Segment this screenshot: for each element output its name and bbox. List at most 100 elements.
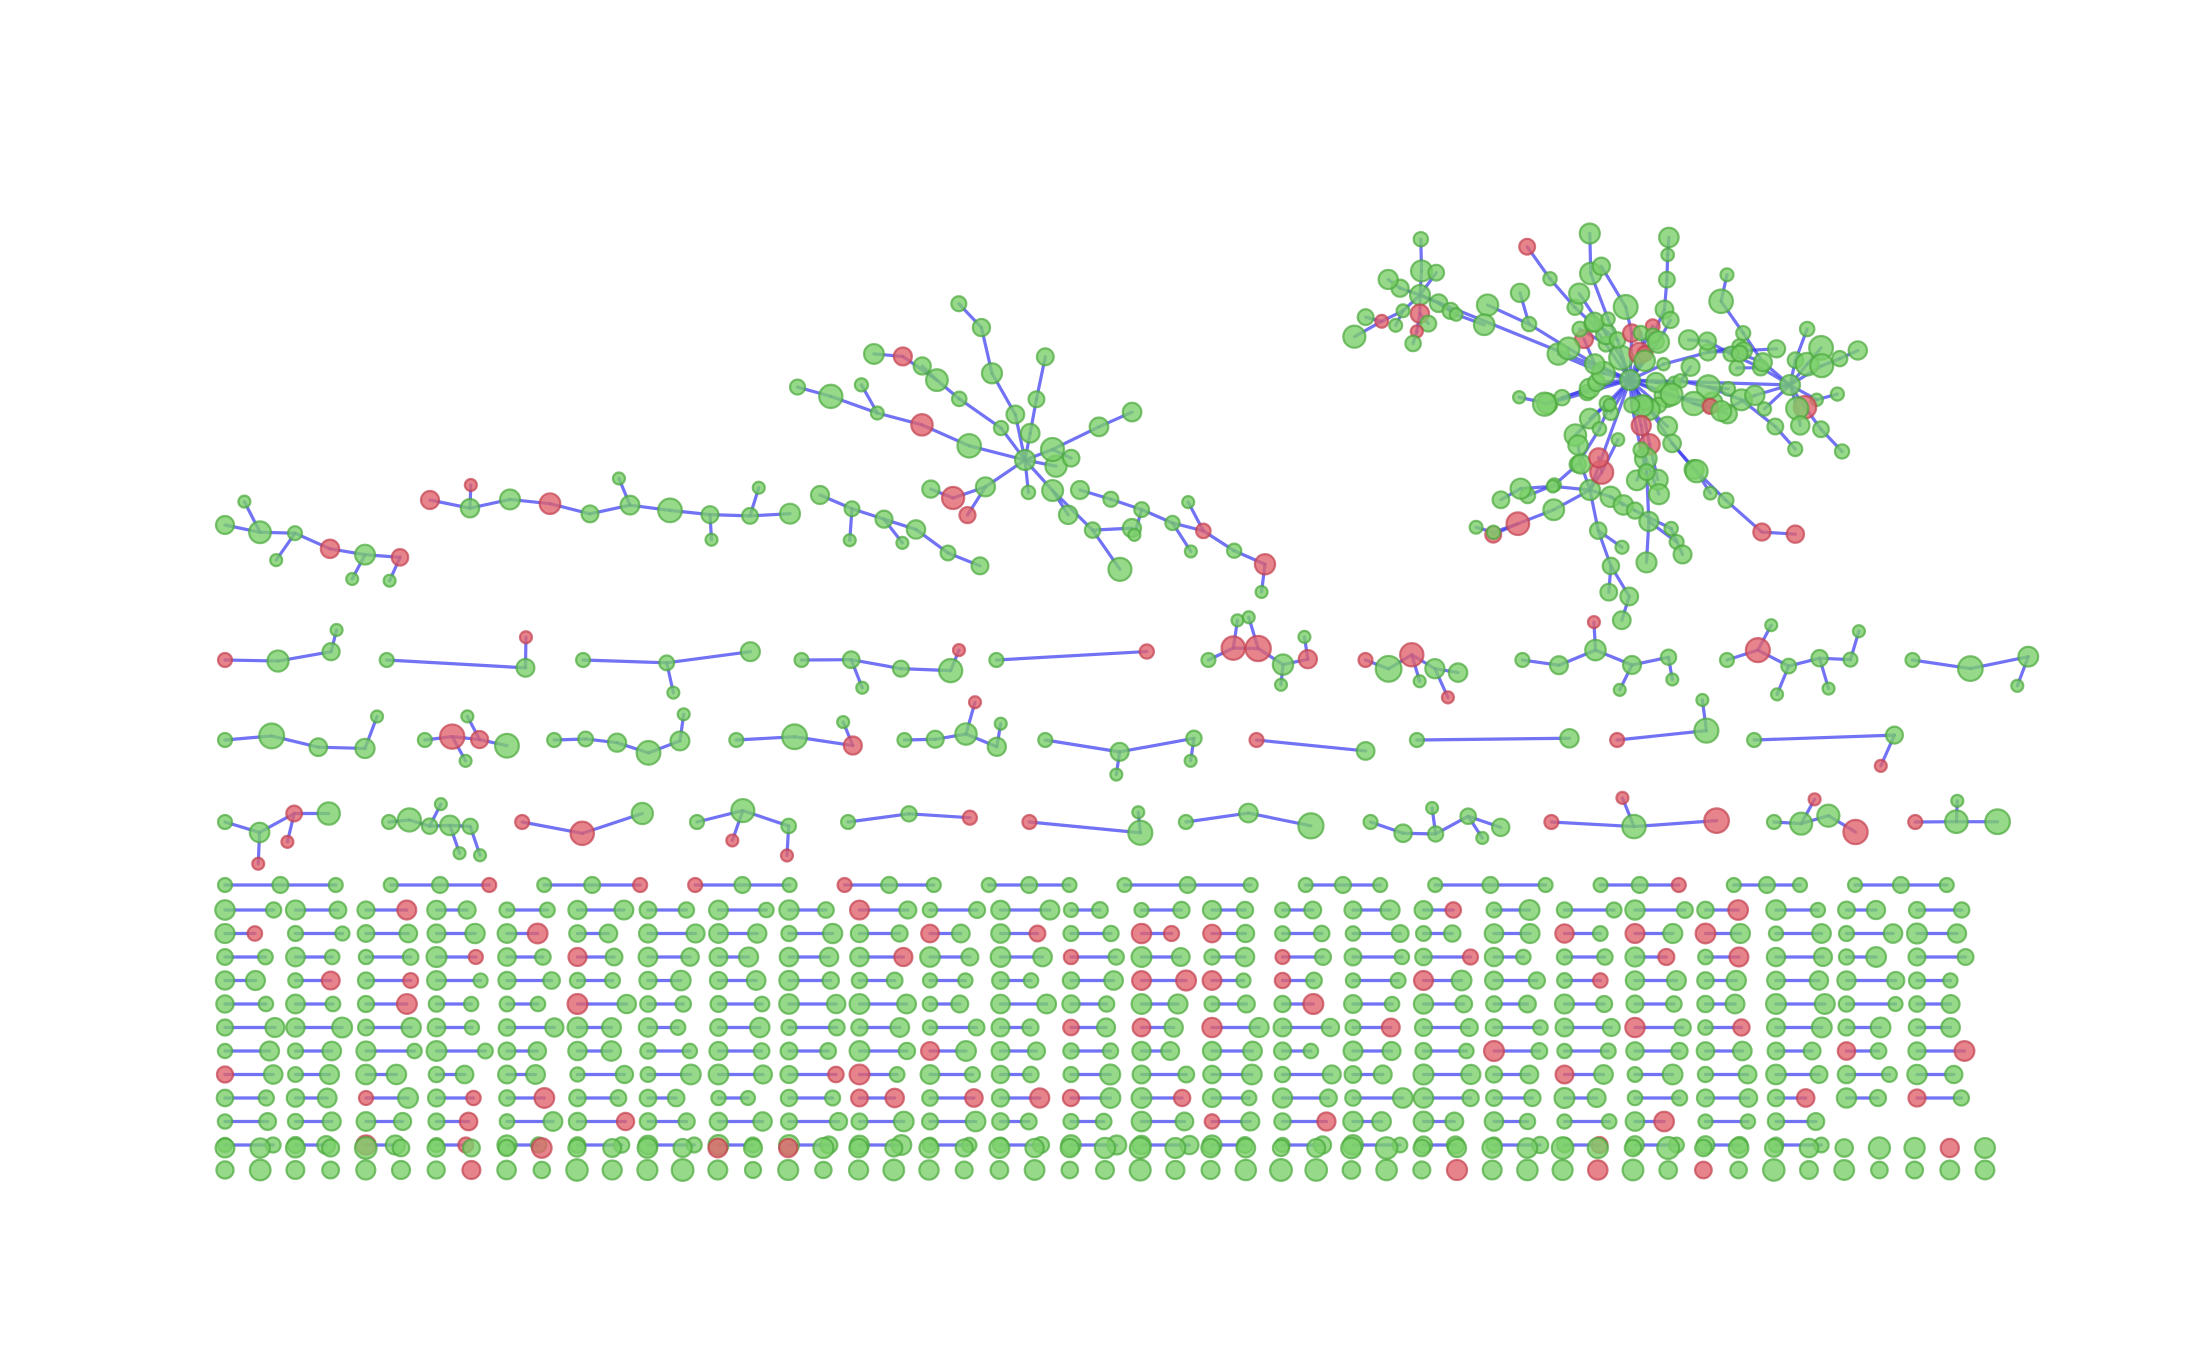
graph-node bbox=[853, 377, 870, 393]
graph-node-highlighted bbox=[1554, 923, 1575, 944]
graph-edge bbox=[907, 812, 972, 820]
graph-node bbox=[1060, 1160, 1080, 1180]
graph-node bbox=[1490, 817, 1511, 838]
graph-node bbox=[1799, 1160, 1819, 1180]
graph-node bbox=[988, 1136, 1011, 1160]
graph-node-highlighted bbox=[1732, 1018, 1751, 1037]
graph-node bbox=[752, 1111, 773, 1132]
graph-node bbox=[1391, 1087, 1414, 1109]
graph-node bbox=[427, 1112, 446, 1131]
graph-node bbox=[638, 970, 658, 991]
graph-node bbox=[1306, 1137, 1327, 1159]
graph-node bbox=[568, 1088, 587, 1108]
graph-node bbox=[1592, 876, 1609, 894]
graph-node bbox=[1646, 330, 1671, 354]
graph-node bbox=[1201, 1040, 1223, 1062]
graph-node bbox=[1271, 653, 1295, 676]
graph-node bbox=[320, 1138, 341, 1158]
graph-node bbox=[1907, 1041, 1927, 1061]
graph-node bbox=[1665, 672, 1680, 687]
graph-node-highlighted bbox=[1836, 1041, 1857, 1061]
graph-node bbox=[329, 622, 344, 638]
graph-node bbox=[1412, 1087, 1435, 1109]
graph-node bbox=[779, 1088, 799, 1108]
graph-node bbox=[778, 969, 800, 992]
graph-node bbox=[580, 504, 600, 524]
graph-node bbox=[1600, 311, 1616, 327]
graph-node bbox=[1271, 1087, 1294, 1109]
graph-node bbox=[638, 900, 658, 920]
graph-node bbox=[990, 1088, 1011, 1108]
graph-node bbox=[824, 1089, 842, 1107]
graph-node bbox=[1744, 384, 1766, 407]
graph-node bbox=[1343, 1065, 1363, 1084]
graph-node bbox=[568, 924, 587, 943]
graph-node bbox=[1675, 901, 1694, 919]
graph-node bbox=[215, 994, 235, 1014]
graph-node bbox=[1837, 995, 1856, 1013]
graph-node bbox=[1023, 1159, 1046, 1181]
graph-node bbox=[1344, 925, 1362, 942]
graph-node bbox=[1130, 1086, 1153, 1110]
graph-node bbox=[1809, 901, 1827, 919]
graph-node bbox=[1109, 767, 1124, 782]
graph-node bbox=[921, 972, 939, 989]
graph-node bbox=[677, 1112, 696, 1131]
graph-node bbox=[1116, 876, 1133, 894]
graph-node bbox=[1202, 1064, 1222, 1085]
graph-node bbox=[954, 1138, 974, 1158]
graph-node-highlighted bbox=[461, 1159, 482, 1181]
graph-node bbox=[1662, 922, 1684, 945]
graph-node bbox=[1509, 282, 1531, 304]
graph-node bbox=[398, 923, 419, 944]
graph-node bbox=[780, 817, 798, 835]
graph-node bbox=[741, 506, 759, 525]
graph-node bbox=[1635, 551, 1658, 574]
graph-node bbox=[809, 484, 831, 506]
graph-node-highlighted bbox=[215, 1065, 235, 1084]
graph-node bbox=[1847, 340, 1869, 361]
graph-node bbox=[669, 1019, 687, 1036]
graph-node bbox=[1612, 293, 1639, 321]
graph-node bbox=[1426, 825, 1445, 843]
graph-node bbox=[244, 969, 267, 992]
graph-node bbox=[1851, 624, 1867, 639]
graph-node bbox=[1624, 899, 1646, 921]
graph-node bbox=[1601, 1017, 1621, 1038]
graph-node-highlighted bbox=[1062, 1018, 1080, 1037]
graph-node bbox=[1583, 353, 1606, 375]
graph-node bbox=[1584, 638, 1607, 662]
graph-node bbox=[956, 432, 983, 459]
graph-node bbox=[821, 971, 841, 990]
graph-node bbox=[1593, 1064, 1614, 1085]
graph-node-highlighted bbox=[632, 876, 649, 894]
graph-node-highlighted bbox=[1592, 972, 1609, 989]
graph-node-highlighted bbox=[1274, 948, 1291, 966]
graph-node bbox=[988, 651, 1005, 669]
graph-node bbox=[709, 1018, 728, 1037]
graph-node bbox=[700, 505, 720, 525]
graph-node bbox=[354, 737, 376, 760]
graph-node bbox=[752, 1064, 774, 1085]
graph-node bbox=[850, 1018, 869, 1037]
graph-node bbox=[1240, 1111, 1261, 1132]
graph-node bbox=[1062, 1065, 1080, 1084]
graph-node bbox=[1272, 1041, 1293, 1061]
graph-node bbox=[258, 1040, 281, 1062]
graph-node bbox=[1570, 453, 1592, 475]
graph-node bbox=[1946, 923, 1968, 944]
graph-node bbox=[1102, 924, 1120, 943]
graph-node bbox=[1459, 807, 1478, 826]
graph-node bbox=[318, 1063, 341, 1086]
graph-node bbox=[1725, 876, 1742, 894]
graph-node bbox=[964, 1110, 987, 1133]
graph-node bbox=[1660, 247, 1676, 263]
graph-node bbox=[1131, 805, 1146, 820]
graph-node bbox=[396, 1086, 420, 1110]
graph-node-highlighted bbox=[964, 1088, 984, 1108]
graph-node bbox=[1511, 390, 1527, 405]
graph-node bbox=[1372, 1064, 1393, 1085]
graph-node bbox=[1939, 1159, 1961, 1181]
graph-node bbox=[1665, 969, 1688, 992]
graph-node bbox=[285, 1159, 306, 1181]
